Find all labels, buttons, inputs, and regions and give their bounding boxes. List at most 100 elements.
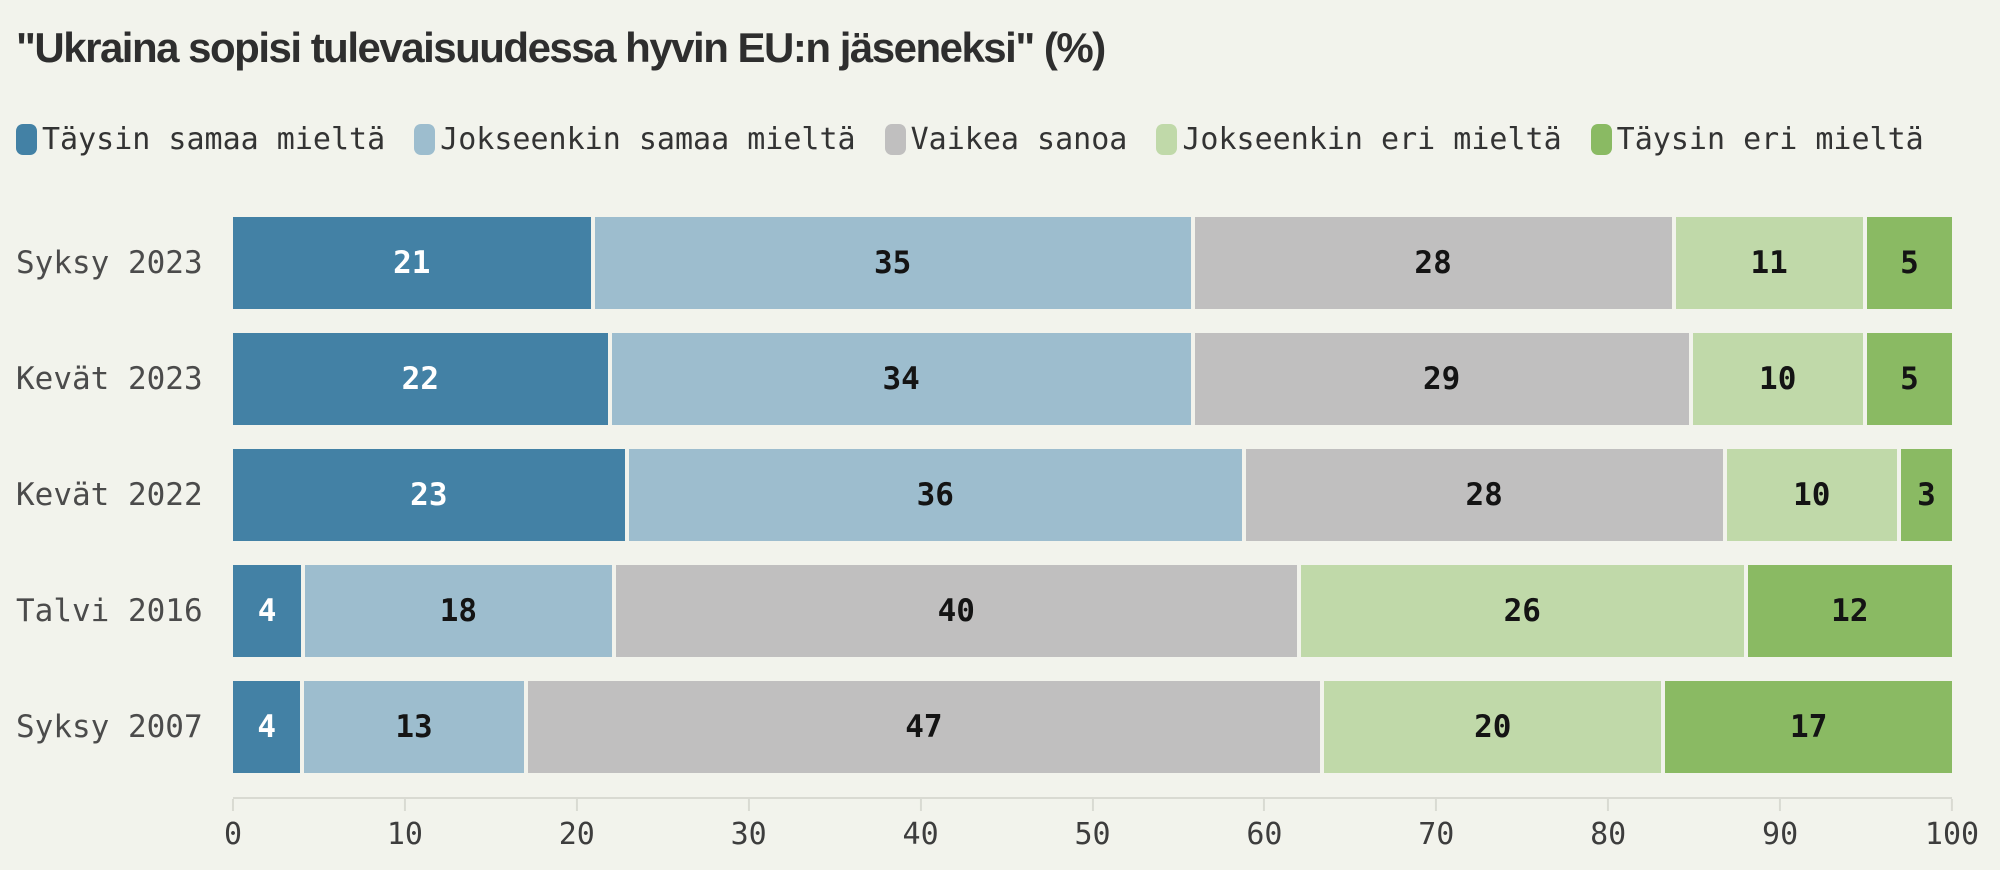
x-axis-row: 0 10 20 30 40 50 60 70 80 90 100 — [16, 797, 1979, 859]
legend-label: Jokseenkin samaa mieltä — [440, 122, 856, 158]
bar-value-label: 18 — [439, 593, 478, 630]
axis-tick-mark — [403, 799, 406, 812]
chart-row: Kevät 2023 22 34 29 10 5 — [16, 333, 1952, 426]
axis-tick: 60 — [1246, 799, 1282, 852]
bar-value-label: 12 — [1831, 593, 1869, 630]
axis-tick-mark — [232, 799, 234, 812]
axis-tick-label: 0 — [223, 817, 243, 853]
bar-segment: 17 — [1665, 681, 1953, 774]
bar: 22 34 29 10 5 — [233, 333, 1952, 426]
x-axis: 0 10 20 30 40 50 60 70 80 90 100 — [224, 797, 1979, 859]
legend-swatch-icon — [884, 124, 906, 156]
bar-segment: 28 — [1194, 217, 1672, 310]
axis-tick: 20 — [559, 799, 595, 852]
axis-tick-label: 50 — [1074, 817, 1111, 853]
axis-tick: 40 — [903, 799, 939, 852]
bar-segment: 36 — [628, 449, 1242, 542]
bar-segment: 3 — [1900, 449, 1952, 542]
legend-swatch-icon — [1590, 124, 1612, 156]
bar-value-label: 28 — [1465, 477, 1503, 514]
chart-title: "Ukraina sopisi tulevaisuudessa hyvin EU… — [16, 24, 1106, 71]
bar-value-label: 29 — [1422, 361, 1461, 398]
chart-row: Talvi 2016 4 18 40 26 12 — [16, 565, 1953, 658]
chart-row: Kevät 2022 23 36 28 10 3 — [16, 449, 1952, 542]
axis-tick-mark — [1779, 799, 1782, 812]
axis-tick-label: 10 — [386, 817, 423, 853]
bar-value-label: 26 — [1503, 593, 1541, 630]
legend-item: Täysin eri mieltä — [1590, 122, 1924, 158]
axis-tick-mark — [1951, 799, 1953, 812]
bar-segment: 29 — [1194, 333, 1689, 426]
bar-segment: 40 — [615, 565, 1297, 658]
bar-segment: 13 — [304, 681, 524, 774]
bar-value-label: 23 — [410, 477, 448, 514]
bar-segment: 12 — [1747, 565, 1953, 658]
bar-segment: 5 — [1866, 217, 1952, 310]
bar-segment: 11 — [1675, 217, 1863, 310]
axis-tick-mark — [919, 799, 922, 812]
bar: 4 13 47 20 17 — [233, 681, 1953, 774]
bar-value-label: 21 — [393, 245, 431, 282]
axis-tick-label: 100 — [1924, 817, 1980, 853]
bar: 21 35 28 11 5 — [233, 217, 1952, 310]
row-label: Syksy 2007 — [16, 709, 203, 746]
axis-tick-mark — [575, 799, 578, 812]
bar-value-label: 5 — [1900, 361, 1919, 398]
axis-tick: 50 — [1074, 799, 1111, 853]
bar-value-label: 3 — [1917, 477, 1936, 514]
legend-swatch-icon — [414, 124, 436, 156]
row-label: Kevät 2022 — [16, 477, 203, 514]
bar-value-label: 28 — [1414, 245, 1452, 282]
bar-segment: 35 — [594, 217, 1191, 310]
axis-tick: 70 — [1418, 799, 1454, 852]
bar-segment: 4 — [233, 681, 301, 774]
bar-value-label: 17 — [1790, 709, 1828, 746]
bar-segment: 23 — [233, 449, 625, 542]
axis-tick: 0 — [224, 799, 242, 852]
legend-item: Jokseenkin samaa mieltä — [414, 122, 856, 158]
bar-segment: 26 — [1300, 565, 1744, 658]
bar-value-label: 35 — [873, 245, 912, 282]
bar-segment: 5 — [1866, 333, 1952, 426]
bar-value-label: 34 — [882, 361, 920, 398]
bar-value-label: 40 — [937, 593, 975, 630]
axis-tick-label: 30 — [730, 817, 767, 853]
axis-tick: 90 — [1762, 799, 1798, 852]
bar-value-label: 10 — [1793, 477, 1831, 514]
bar-segment: 22 — [233, 333, 608, 426]
legend-label: Jokseenkin eri mieltä — [1182, 122, 1562, 158]
row-label: Talvi 2016 — [16, 593, 203, 630]
bar-value-label: 11 — [1750, 245, 1788, 282]
chart-area: Syksy 2023 21 35 28 11 5 Kevät 2023 22 34 29 10… — [16, 217, 1979, 859]
bar: 23 36 28 10 3 — [233, 449, 1952, 542]
legend-label: Täysin eri mieltä — [1616, 122, 1924, 158]
bar: 4 18 40 26 12 — [233, 565, 1953, 658]
axis-tick-label: 20 — [558, 817, 595, 853]
legend-swatch-icon — [1156, 124, 1178, 156]
chart-row: Syksy 2007 4 13 47 20 17 — [16, 681, 1953, 774]
legend-swatch-icon — [16, 124, 37, 156]
bar-value-label: 4 — [257, 709, 277, 746]
bar-segment: 18 — [305, 565, 612, 658]
axis-tick: 10 — [387, 799, 423, 852]
bar-segment: 20 — [1324, 681, 1662, 774]
x-axis-spacer — [16, 797, 233, 859]
legend-item: Jokseenkin eri mieltä — [1156, 122, 1562, 158]
axis-tick-label: 80 — [1590, 817, 1627, 853]
bar-segment: 47 — [527, 681, 1321, 774]
axis-tick-label: 40 — [902, 817, 939, 853]
bar-segment: 10 — [1726, 449, 1897, 542]
bar-value-label: 47 — [905, 709, 943, 746]
bar-segment: 34 — [611, 333, 1191, 426]
legend-label: Vaikea sanoa — [910, 122, 1128, 158]
axis-tick-mark — [747, 799, 750, 812]
bar-segment: 21 — [233, 217, 591, 310]
axis-tick: 30 — [731, 799, 767, 852]
axis-tick-label: 90 — [1762, 817, 1799, 853]
chart-rows: Syksy 2023 21 35 28 11 5 Kevät 2023 22 34 29 10… — [16, 217, 1953, 774]
axis-tick: 80 — [1590, 799, 1626, 852]
axis-tick-mark — [1435, 799, 1438, 812]
axis-tick-label: 70 — [1418, 817, 1455, 853]
legend-item: Vaikea sanoa — [884, 122, 1128, 158]
